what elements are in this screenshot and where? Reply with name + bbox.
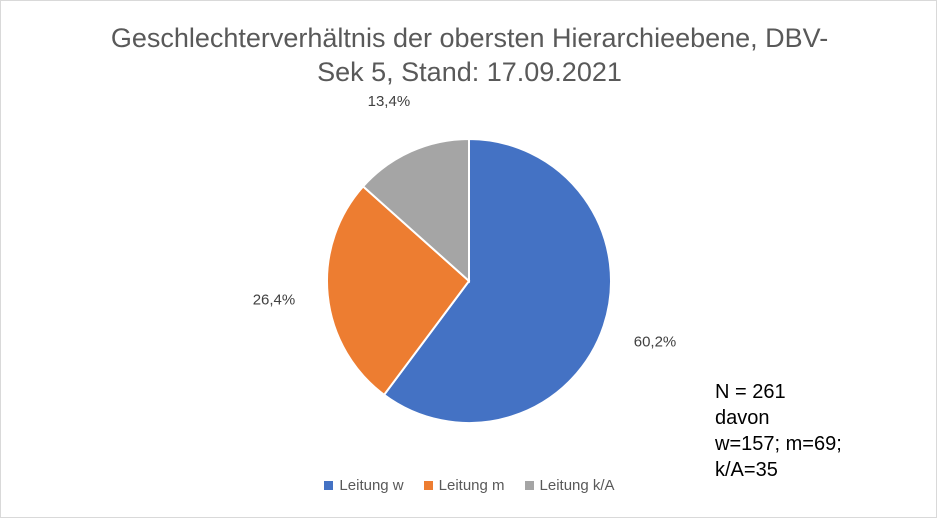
pie-slices xyxy=(326,137,612,424)
legend-label: Leitung w xyxy=(339,477,404,494)
legend-label: Leitung k/A xyxy=(539,477,615,494)
pie-slice-leitung-k-a xyxy=(361,137,470,284)
legend-label: Leitung m xyxy=(438,477,505,494)
note-line: N = 261 xyxy=(715,381,786,403)
legend-swatch xyxy=(324,481,334,490)
note-line: w=157; m=69; xyxy=(715,433,842,455)
pie-data-label: 26,4% xyxy=(253,292,296,309)
legend-swatch xyxy=(524,481,534,490)
pie-data-labels: 60,2% 26,4% 13,4% xyxy=(253,93,677,351)
legend-swatch xyxy=(423,481,433,490)
pie-data-label: 60,2% xyxy=(634,334,677,351)
legend: Leitung w Leitung m Leitung k/A xyxy=(1,477,937,494)
pie-slice-leitung-w xyxy=(382,137,612,424)
note-line: davon xyxy=(715,407,770,429)
note-line: k/A=35 xyxy=(715,459,778,481)
legend-item: Leitung m xyxy=(423,477,505,494)
sample-size-note: N = 261 davon w=157; m=69; k/A=35 xyxy=(715,379,842,483)
chart-title: Geschlechterverhältnis der obersten Hier… xyxy=(110,23,829,87)
legend-item: Leitung k/A xyxy=(524,477,615,494)
pie-slice-leitung-m xyxy=(326,185,471,397)
pie-data-label: 13,4% xyxy=(368,93,411,110)
legend-item: Leitung w xyxy=(324,477,404,494)
